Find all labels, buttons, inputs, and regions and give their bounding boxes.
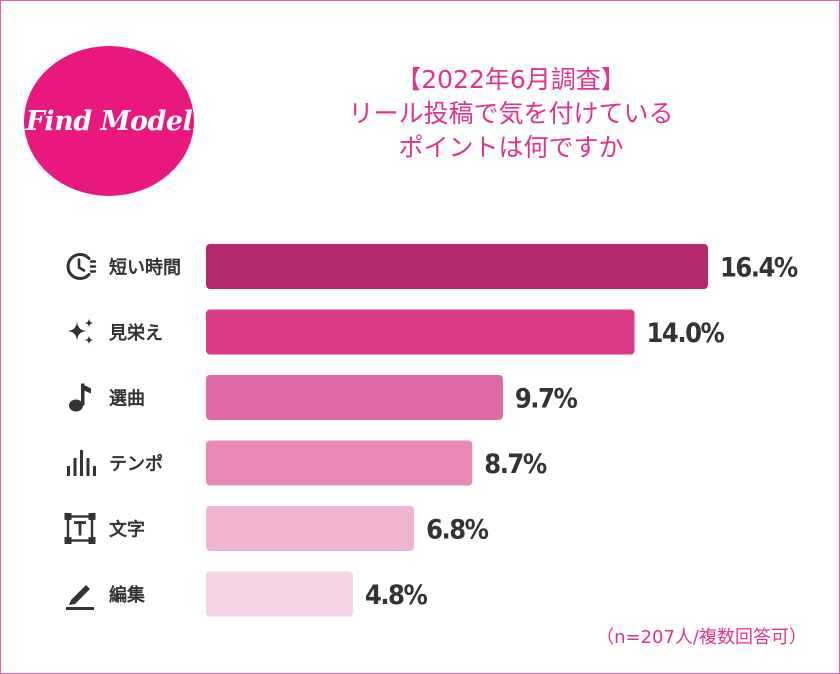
bar [206, 506, 415, 551]
music-note-icon [69, 383, 91, 412]
bar-value-label: 16.4% [720, 253, 798, 284]
bar [206, 440, 473, 486]
find-model-logo: Find Model [24, 46, 194, 196]
bar [206, 375, 503, 420]
sample-note: （n=207人/複数回答可） [596, 627, 807, 648]
category-label: 短い時間 [109, 257, 181, 279]
category-label: 見栄え [108, 322, 163, 344]
equalizer-bars-icon [67, 450, 96, 476]
bar [206, 244, 708, 289]
category-label: テンポ [109, 453, 163, 475]
title-line-3: ポイントは何ですか [398, 133, 624, 162]
title-line-1: 【2022年6月調査】 [396, 65, 626, 94]
bar-value-label: 6.8% [426, 515, 489, 546]
bar [206, 571, 353, 617]
category-label: 文字 [109, 519, 145, 541]
bar [206, 309, 635, 355]
chart-title: 【2022年6月調査】 リール投稿で気を付けている ポイントは何ですか [241, 63, 781, 165]
category-label: 選曲 [109, 389, 145, 410]
bar-value-label: 8.7% [484, 449, 547, 480]
bar-value-label: 4.8% [365, 580, 428, 611]
text-frame-icon [64, 513, 96, 544]
bar-value-label: 9.7% [515, 384, 578, 415]
sparkle-icon [66, 318, 94, 345]
bar-value-label: 14.0% [647, 318, 725, 349]
pen-icon [66, 585, 94, 610]
category-label: 編集 [109, 584, 146, 606]
logo-text: Find Model [25, 105, 193, 137]
title-line-2: リール投稿で気を付けている [348, 99, 674, 128]
clock-icon [66, 253, 97, 280]
